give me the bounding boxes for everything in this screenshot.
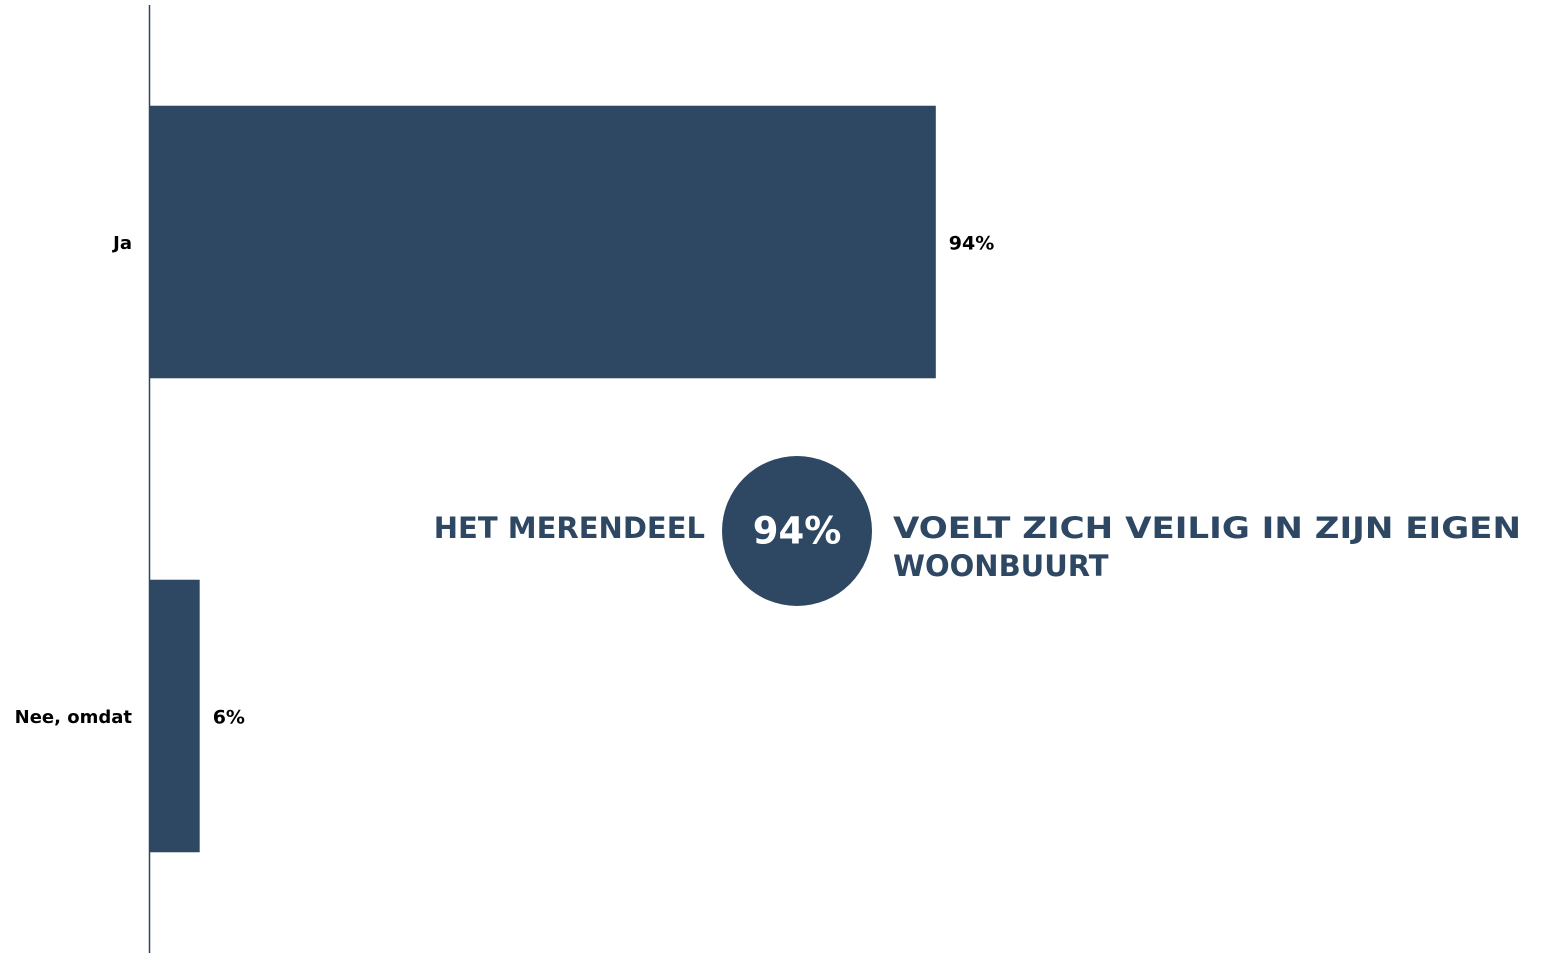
- annotation-right: WOONBUURT: [893, 549, 1109, 583]
- annotation-left: HET MERENDEEL: [434, 511, 705, 545]
- bar: [149, 105, 936, 379]
- annotation-circle: [722, 456, 872, 606]
- annotation-circle-text: 94%: [753, 510, 842, 553]
- bar: [149, 579, 200, 853]
- category-label: Nee, omdat: [15, 707, 133, 728]
- annotation-right: VOELT ZICH VEILIG IN ZIJN EIGEN: [893, 511, 1521, 545]
- value-label: 6%: [213, 707, 245, 729]
- category-label: Ja: [111, 233, 132, 254]
- value-label: 94%: [949, 233, 994, 255]
